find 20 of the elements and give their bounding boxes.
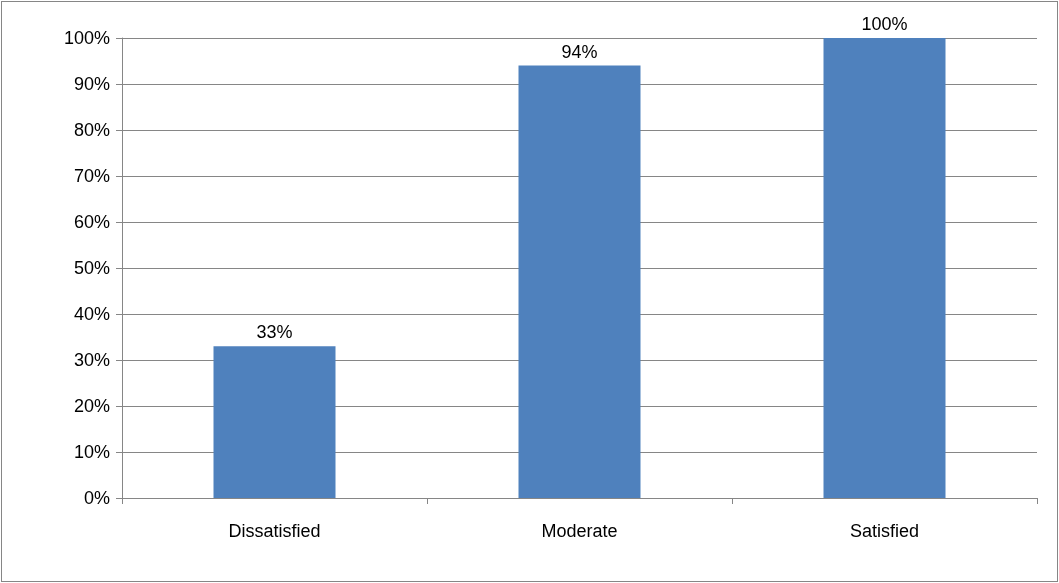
y-tick-label: 100%: [63, 28, 110, 48]
bar: [213, 346, 336, 498]
y-tick-label: 90%: [73, 74, 110, 94]
data-label: 100%: [861, 14, 908, 34]
y-tick-label: 80%: [73, 120, 110, 140]
y-tick-label: 20%: [73, 396, 110, 416]
y-tick-label: 0%: [83, 488, 110, 508]
y-tick-label: 30%: [73, 350, 110, 370]
bar: [823, 38, 946, 498]
y-tick-label: 70%: [73, 166, 110, 186]
y-tick-label: 10%: [73, 442, 110, 462]
x-tick-label: Moderate: [541, 521, 618, 541]
y-tick-label: 60%: [73, 212, 110, 232]
x-tick-label: Satisfied: [849, 521, 920, 541]
x-tick-label: Dissatisfied: [228, 521, 321, 541]
y-tick-label: 50%: [73, 258, 110, 278]
data-label: 33%: [256, 322, 293, 343]
bar: [518, 65, 641, 498]
y-tick-label: 40%: [73, 304, 110, 324]
data-label: 94%: [561, 41, 598, 62]
